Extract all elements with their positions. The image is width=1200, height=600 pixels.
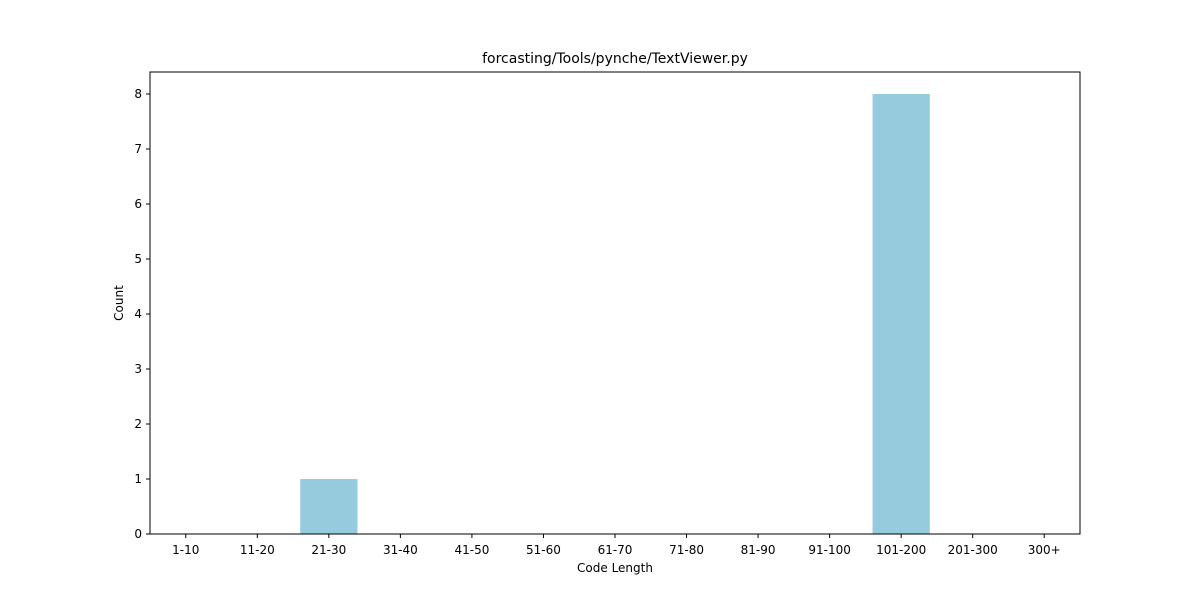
x-tick-label: 300+ xyxy=(1028,543,1061,557)
x-axis: 1-10 11-20 21-30 31-40 41-50 51-60 61-70 71-80 8… xyxy=(172,534,1061,557)
x-tick-label: 41-50 xyxy=(454,543,489,557)
y-tick-label: 6 xyxy=(134,197,142,211)
y-axis-label: Count xyxy=(112,285,126,321)
x-tick-label: 21-30 xyxy=(311,543,346,557)
y-tick-label: 5 xyxy=(134,252,142,266)
y-tick-label: 2 xyxy=(134,417,142,431)
x-tick-label: 51-60 xyxy=(526,543,561,557)
x-tick-label: 201-300 xyxy=(948,543,998,557)
x-tick-label: 91-100 xyxy=(808,543,851,557)
bar-21-30 xyxy=(300,479,358,534)
y-tick-label: 3 xyxy=(134,362,142,376)
x-tick-label: 31-40 xyxy=(383,543,418,557)
plot-frame xyxy=(149,71,1081,535)
y-axis: 0 1 2 3 4 5 6 7 8 xyxy=(134,87,150,541)
x-tick-label: 61-70 xyxy=(598,543,633,557)
chart-title: forcasting/Tools/pynche/TextViewer.py xyxy=(482,51,748,67)
bar-101-200 xyxy=(872,94,930,534)
y-tick-label: 7 xyxy=(134,142,142,156)
y-tick-label: 0 xyxy=(134,527,142,541)
x-tick-label: 101-200 xyxy=(876,543,926,557)
x-tick-label: 71-80 xyxy=(669,543,704,557)
x-tick-label: 11-20 xyxy=(240,543,275,557)
y-tick-label: 8 xyxy=(134,87,142,101)
y-tick-label: 4 xyxy=(134,307,142,321)
x-axis-label: Code Length xyxy=(577,561,653,575)
x-tick-label: 1-10 xyxy=(172,543,199,557)
y-tick-label: 1 xyxy=(134,472,142,486)
x-tick-label: 81-90 xyxy=(741,543,776,557)
bars-group xyxy=(300,94,930,534)
